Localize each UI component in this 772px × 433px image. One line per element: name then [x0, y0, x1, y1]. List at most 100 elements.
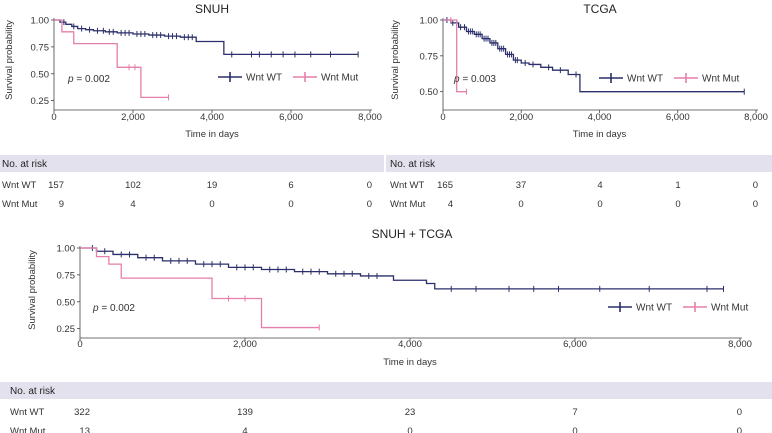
y-tick-label: 0.25 — [57, 324, 76, 335]
chart-title: SNUH — [195, 2, 229, 16]
p-value-symbol: p — [92, 303, 99, 314]
km-curve-wt — [54, 19, 359, 56]
risk-row-label-mut: Wnt Mut — [2, 199, 38, 210]
risk-value: 0 — [367, 180, 372, 191]
risk-table-header: No. at risk — [2, 159, 48, 170]
risk-value: 0 — [288, 199, 293, 210]
risk-value: 1 — [675, 180, 680, 191]
p-value: p = 0.002 — [67, 74, 110, 85]
risk-value: 157 — [48, 180, 64, 191]
y-tick-label: 0.50 — [57, 297, 76, 308]
risk-value: 4 — [448, 199, 453, 210]
legend-label-wt: Wnt WT — [627, 74, 663, 85]
y-tick-label: 0.50 — [31, 69, 50, 80]
p-value-symbol: p — [453, 74, 460, 85]
y-tick-label: 1.00 — [420, 16, 439, 27]
x-axis-label: Time in days — [383, 357, 437, 368]
risk-value: 37 — [516, 180, 527, 191]
risk-value: 19 — [207, 180, 218, 191]
y-tick-label: 0.25 — [31, 96, 50, 107]
risk-value: 0 — [675, 199, 680, 210]
risk-row-label-wt: Wnt WT — [2, 180, 36, 191]
risk-value: 23 — [405, 407, 416, 418]
risk-value: 6 — [288, 180, 293, 191]
chart-snuh: SNUH 0.25 0.50 0.75 1.00 0 2,000 4,000 6,000 8,00… — [0, 2, 384, 210]
risk-value: 0 — [753, 180, 758, 191]
risk-row-label-wt: Wnt WT — [390, 180, 424, 191]
chart-title: TCGA — [583, 2, 616, 16]
chart-combined: SNUH + TCGA 0.25 0.50 0.75 1.00 0 2,000 4,000 6,… — [0, 227, 772, 433]
risk-value: 0 — [518, 199, 523, 210]
risk-value: 4 — [130, 199, 135, 210]
risk-value: 0 — [367, 199, 372, 210]
y-tick-label: 0.75 — [31, 42, 50, 53]
risk-table-header: No. at risk — [390, 159, 436, 170]
x-tick-label: 2,000 — [509, 112, 533, 123]
risk-value: 0 — [407, 426, 412, 433]
x-tick-label: 4,000 — [398, 339, 422, 350]
risk-value: 0 — [597, 199, 602, 210]
x-tick-label: 8,000 — [744, 112, 768, 123]
legend-label-mut: Wnt Mut — [321, 73, 358, 84]
risk-value: 9 — [59, 199, 64, 210]
p-value-symbol: p — [67, 74, 74, 85]
risk-table-header-band — [0, 382, 772, 399]
p-value: p = 0.003 — [453, 74, 496, 85]
legend-label-wt: Wnt WT — [246, 73, 282, 84]
x-axis-label: Time in days — [185, 129, 239, 140]
km-curve-mut — [54, 19, 169, 99]
p-value-number: = 0.003 — [460, 74, 497, 85]
y-axis-label: Survival probability — [4, 20, 15, 100]
p-value-number: = 0.002 — [99, 303, 136, 314]
legend-label-mut: Wnt Mut — [711, 303, 748, 314]
y-tick-label: 0.75 — [420, 51, 439, 62]
x-tick-label: 2,000 — [121, 112, 145, 123]
y-tick-label: 0.50 — [420, 87, 439, 98]
y-tick-label: 1.00 — [57, 244, 76, 255]
p-value: p = 0.002 — [92, 303, 135, 314]
risk-value: 0 — [209, 199, 214, 210]
y-axis-label: Survival probability — [27, 250, 38, 330]
x-tick-label: 8,000 — [358, 112, 382, 123]
x-tick-label: 4,000 — [588, 112, 612, 123]
y-tick-label: 0.75 — [57, 270, 76, 281]
km-curve-mut — [80, 247, 320, 329]
risk-value: 7 — [572, 407, 577, 418]
risk-table-header: No. at risk — [10, 386, 56, 397]
risk-table-header-band — [386, 155, 772, 172]
risk-table-header-band — [0, 155, 384, 172]
x-tick-label: 2,000 — [233, 339, 257, 350]
p-value-number: = 0.002 — [74, 74, 111, 85]
x-tick-label: 6,000 — [666, 112, 690, 123]
legend-label-mut: Wnt Mut — [702, 74, 739, 85]
x-tick-label: 6,000 — [563, 339, 587, 350]
x-tick-label: 8,000 — [728, 339, 752, 350]
risk-value: 102 — [125, 180, 141, 191]
chart-title: SNUH + TCGA — [372, 227, 453, 241]
x-tick-label: 4,000 — [200, 112, 224, 123]
y-axis-label: Survival probability — [390, 20, 401, 100]
risk-value: 322 — [74, 407, 90, 418]
risk-value: 139 — [237, 407, 253, 418]
risk-row-label-mut: Wnt Mut — [390, 199, 426, 210]
risk-row-label-mut: Wnt Mut — [10, 426, 46, 433]
risk-value: 0 — [572, 426, 577, 433]
risk-value: 4 — [242, 426, 247, 433]
x-tick-label: 0 — [77, 339, 82, 350]
chart-tcga: TCGA 0.50 0.75 1.00 0 2,000 4,000 6,000 8,000 Tim… — [386, 2, 772, 210]
legend-label-wt: Wnt WT — [636, 303, 672, 314]
x-axis-label: Time in days — [573, 129, 627, 140]
km-curve-mut — [443, 19, 467, 93]
risk-value: 0 — [737, 407, 742, 418]
x-tick-label: 0 — [440, 112, 445, 123]
risk-row-label-wt: Wnt WT — [10, 407, 44, 418]
risk-value: 0 — [753, 199, 758, 210]
x-tick-label: 6,000 — [279, 112, 303, 123]
risk-value: 13 — [79, 426, 90, 433]
risk-value: 4 — [597, 180, 602, 191]
risk-value: 165 — [437, 180, 453, 191]
y-tick-label: 1.00 — [31, 16, 50, 27]
risk-value: 0 — [737, 426, 742, 433]
km-curve-wt — [80, 247, 724, 290]
